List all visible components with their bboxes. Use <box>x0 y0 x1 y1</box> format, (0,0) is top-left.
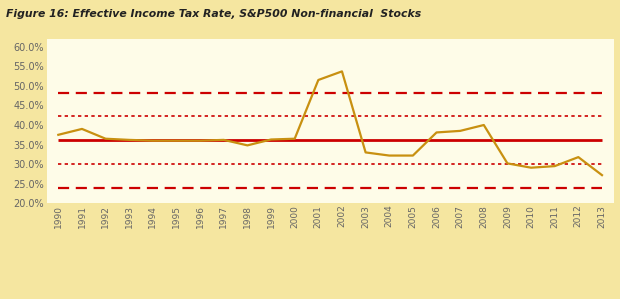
Text: Figure 16: Effective Income Tax Rate, S&P500 Non-financial  Stocks: Figure 16: Effective Income Tax Rate, S&… <box>6 9 422 19</box>
